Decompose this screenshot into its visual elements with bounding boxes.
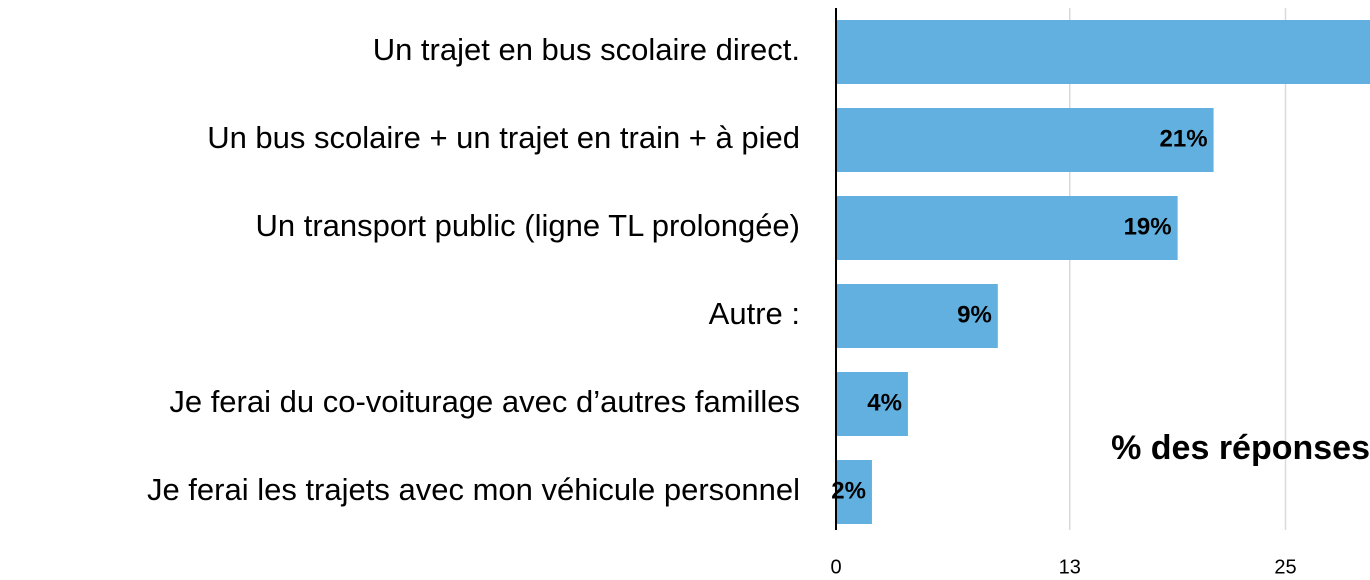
- bar: [836, 460, 872, 524]
- bar: [836, 372, 908, 436]
- category-label: Un transport public (ligne TL prolongée): [255, 208, 800, 243]
- axis-title: % des réponses: [1111, 429, 1370, 467]
- x-tick-label: 0: [830, 556, 841, 578]
- category-label: Je ferai les trajets avec mon véhicule p…: [147, 472, 800, 507]
- value-label: 4%: [867, 389, 902, 416]
- category-label: Je ferai du co-voiturage avec d’autres f…: [169, 384, 800, 419]
- bar: [836, 196, 1178, 260]
- category-label: Autre :: [709, 296, 800, 331]
- bar: [836, 108, 1214, 172]
- value-label: 21%: [1160, 125, 1208, 152]
- value-label: 19%: [1124, 213, 1172, 240]
- x-tick-label: 25: [1274, 556, 1296, 578]
- value-label: 2%: [831, 477, 866, 504]
- x-tick-label: 13: [1059, 556, 1081, 578]
- value-label: 9%: [957, 301, 992, 328]
- bar: [836, 284, 998, 348]
- category-label: Un trajet en bus scolaire direct.: [373, 32, 800, 67]
- bar: [836, 20, 1370, 84]
- category-label: Un bus scolaire + un trajet en train + à…: [207, 120, 800, 155]
